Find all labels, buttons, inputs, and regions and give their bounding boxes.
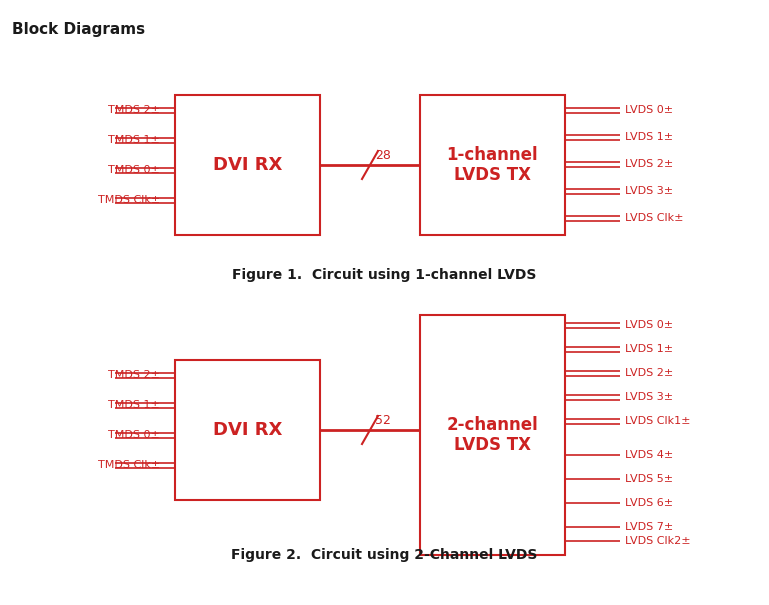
- Text: LVDS Clk±: LVDS Clk±: [625, 213, 684, 223]
- Text: DVI RX: DVI RX: [213, 156, 282, 174]
- Text: LVDS 0±: LVDS 0±: [625, 105, 673, 115]
- Text: 2-channel
LVDS TX: 2-channel LVDS TX: [447, 416, 538, 454]
- Text: DVI RX: DVI RX: [213, 421, 282, 439]
- Text: 28: 28: [375, 149, 391, 162]
- Text: Figure 1.  Circuit using 1-channel LVDS: Figure 1. Circuit using 1-channel LVDS: [232, 268, 537, 282]
- Text: TMDS 1±: TMDS 1±: [108, 135, 160, 145]
- Text: TMDS 2±: TMDS 2±: [108, 105, 160, 115]
- Bar: [175, 95, 320, 235]
- Text: 52: 52: [375, 414, 391, 427]
- Text: TMDS 1±: TMDS 1±: [108, 400, 160, 410]
- Text: LVDS 1±: LVDS 1±: [625, 132, 673, 142]
- Text: LVDS 7±: LVDS 7±: [625, 522, 673, 532]
- Bar: [175, 360, 320, 500]
- Text: 1-channel
LVDS TX: 1-channel LVDS TX: [447, 146, 538, 185]
- Text: LVDS Clk2±: LVDS Clk2±: [625, 536, 691, 546]
- Text: TMDS Clk±: TMDS Clk±: [98, 460, 160, 470]
- Text: LVDS 3±: LVDS 3±: [625, 186, 673, 196]
- Text: LVDS 3±: LVDS 3±: [625, 392, 673, 402]
- Text: Block Diagrams: Block Diagrams: [12, 22, 145, 37]
- Text: TMDS 0±: TMDS 0±: [108, 430, 160, 440]
- Text: LVDS 2±: LVDS 2±: [625, 368, 673, 378]
- Text: TMDS Clk±: TMDS Clk±: [98, 195, 160, 205]
- Text: LVDS 2±: LVDS 2±: [625, 159, 673, 169]
- Text: LVDS 4±: LVDS 4±: [625, 450, 673, 460]
- Text: LVDS 0±: LVDS 0±: [625, 320, 673, 330]
- Text: LVDS 1±: LVDS 1±: [625, 344, 673, 354]
- Text: LVDS 6±: LVDS 6±: [625, 498, 673, 508]
- Text: Figure 2.  Circuit using 2-Channel LVDS: Figure 2. Circuit using 2-Channel LVDS: [231, 548, 538, 562]
- Text: LVDS Clk1±: LVDS Clk1±: [625, 416, 691, 426]
- Text: LVDS 5±: LVDS 5±: [625, 474, 673, 484]
- Text: TMDS 2±: TMDS 2±: [108, 370, 160, 380]
- Text: TMDS 0±: TMDS 0±: [108, 165, 160, 175]
- Bar: [420, 95, 565, 235]
- Bar: [420, 315, 565, 555]
